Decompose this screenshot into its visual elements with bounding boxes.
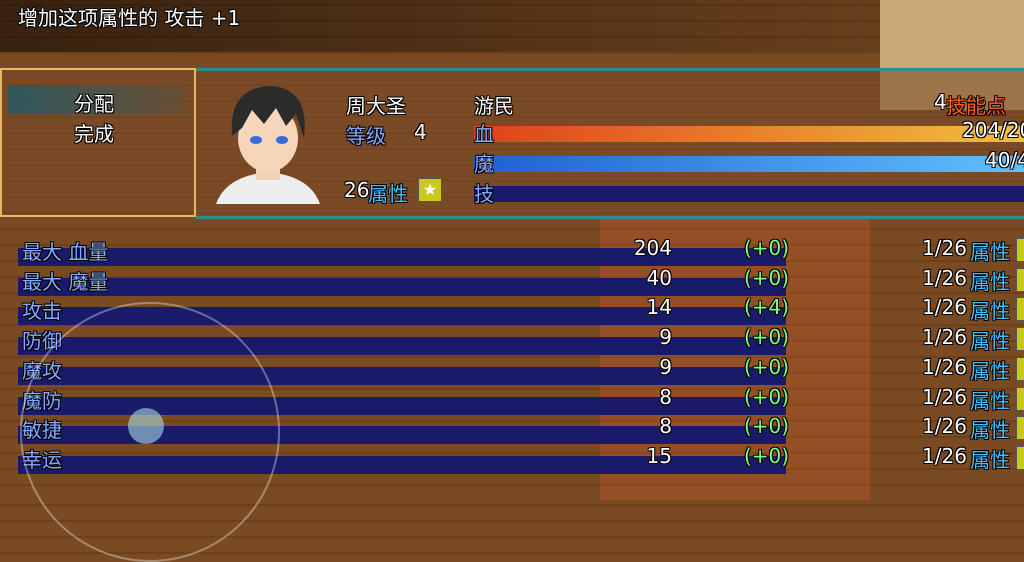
stat-name: 最大 魔量 <box>22 269 109 294</box>
attribute-label: 属性 <box>368 182 408 206</box>
stat-unit: 属性 <box>970 447 1010 472</box>
stat-cost: 1/26 <box>922 265 967 290</box>
mp-value: 40/40 <box>985 148 1024 172</box>
stat-bonus: (+0) <box>744 384 790 409</box>
stat-value: 9 <box>659 354 672 379</box>
mp-label: 魔 <box>474 152 494 176</box>
level-label: 等级 <box>346 124 386 148</box>
hp-value: 204/204 <box>962 118 1024 142</box>
stat-cost: 1/26 <box>922 295 967 320</box>
stat-bonus: (+4) <box>744 295 790 320</box>
skill-points: 4 <box>934 90 947 114</box>
stat-unit: 属性 <box>970 299 1010 324</box>
help-window <box>0 0 880 52</box>
menu-cursor <box>8 86 184 114</box>
star-icon <box>1016 238 1024 262</box>
stat-unit: 属性 <box>970 329 1010 354</box>
star-icon <box>1016 386 1024 411</box>
stat-cost: 1/26 <box>922 414 967 439</box>
star-icon <box>1016 297 1024 322</box>
stat-unit: 属性 <box>970 240 1010 264</box>
hp-label: 血 <box>474 122 494 146</box>
stat-unit: 属性 <box>970 388 1010 413</box>
stat-bonus: (+0) <box>744 414 790 439</box>
stat-name: 最大 血量 <box>22 240 109 264</box>
stat-cost: 1/26 <box>922 443 967 468</box>
tp-label: 技 <box>474 182 494 206</box>
stat-value: 9 <box>659 325 672 350</box>
stat-bonus: (+0) <box>744 236 790 260</box>
star-icon <box>1016 327 1024 352</box>
stat-bonus: (+0) <box>744 354 790 379</box>
joystick-knob[interactable] <box>128 408 164 444</box>
star-icon <box>1016 445 1024 470</box>
stat-bonus: (+0) <box>744 443 790 468</box>
actor-name: 周大圣 <box>346 94 406 118</box>
actor-class: 游民 <box>474 94 514 118</box>
star-icon <box>1016 356 1024 381</box>
stat-cost: 1/26 <box>922 325 967 350</box>
stat-unit: 属性 <box>970 418 1010 443</box>
stat-row[interactable] <box>18 248 786 266</box>
menu-item[interactable]: 分配 <box>74 92 114 116</box>
attribute-points: 26 <box>344 178 370 202</box>
star-icon: ★ <box>418 178 442 202</box>
stat-value: 14 <box>646 295 672 320</box>
mp-gauge <box>474 156 1024 172</box>
tp-gauge <box>474 186 1024 202</box>
stat-value: 8 <box>659 384 672 409</box>
stat-bonus: (+0) <box>744 325 790 350</box>
stat-value: 40 <box>646 265 672 290</box>
stat-value: 15 <box>646 443 672 468</box>
hp-gauge <box>474 126 1024 142</box>
menu-item[interactable]: 完成 <box>74 122 114 146</box>
stat-cost: 1/26 <box>922 354 967 379</box>
skill-points-label: 技能点 <box>946 94 1006 118</box>
stat-name: 攻击 <box>22 299 62 324</box>
star-icon <box>1016 416 1024 441</box>
stat-unit: 属性 <box>970 358 1010 383</box>
stat-value: 204 <box>633 236 672 260</box>
stat-cost: 1/26 <box>922 236 967 260</box>
stat-row[interactable] <box>18 277 786 296</box>
help-text: 增加这项属性的 攻击 +1 <box>18 6 241 30</box>
level: 4 <box>414 120 427 144</box>
stat-cost: 1/26 <box>922 384 967 409</box>
stat-bonus: (+0) <box>744 265 790 290</box>
star-icon <box>1016 267 1024 292</box>
stat-unit: 属性 <box>970 269 1010 294</box>
actor-face <box>216 86 320 204</box>
stat-value: 8 <box>659 414 672 439</box>
